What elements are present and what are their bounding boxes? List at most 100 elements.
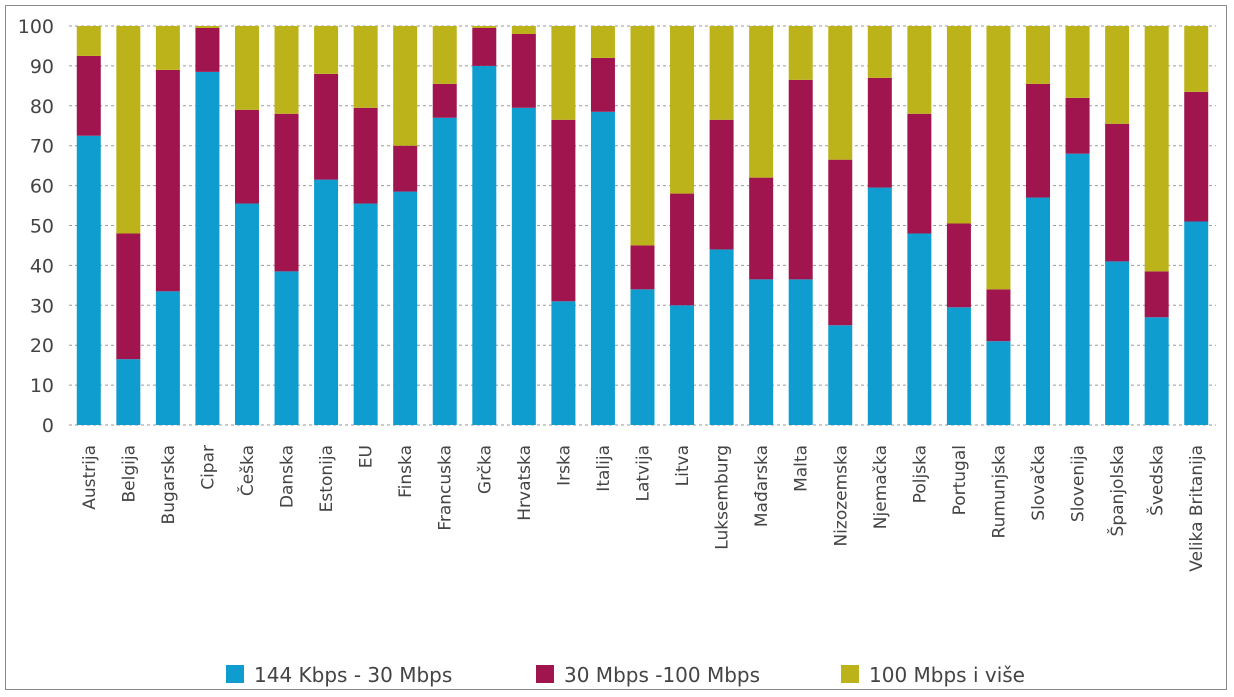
bar-segment (907, 26, 932, 114)
x-tick-label: Irska (554, 445, 574, 486)
bar-segment (314, 73, 339, 180)
y-tick-label: 20 (30, 335, 54, 357)
bar-segment (670, 305, 695, 425)
bar-segment (76, 55, 101, 136)
bar-segment (234, 109, 259, 204)
bar-segment (274, 26, 299, 114)
bar-segment (551, 119, 576, 302)
x-tick-label: Švedska (1146, 445, 1168, 516)
bar-segment (709, 249, 734, 425)
bar-segment (432, 26, 457, 84)
bar-segment (1184, 221, 1209, 425)
x-tick-label: Mađarska (752, 445, 772, 527)
bar-segment (511, 26, 536, 34)
legend-swatch (841, 665, 859, 683)
bar-segment (867, 26, 892, 78)
y-tick-label: 80 (30, 96, 54, 118)
x-tick-label: Njemačka (871, 445, 891, 529)
bars (76, 26, 1209, 426)
bar-segment (195, 71, 220, 425)
bar-segment (867, 77, 892, 188)
x-tick-label: Estonija (317, 445, 337, 512)
x-tick-label: Rumunjska (989, 445, 1009, 538)
bar-segment (670, 26, 695, 194)
bar-segment (314, 179, 339, 425)
y-tick-label: 70 (30, 136, 54, 158)
bar-segment (749, 177, 774, 280)
legend: 144 Kbps - 30 Mbps 30 Mbps -100 Mbps 100 M… (226, 663, 1025, 687)
legend-label: 100 Mbps i više (869, 663, 1025, 687)
bar-segment (828, 325, 853, 425)
x-tick-label: Poljska (910, 445, 930, 503)
x-tick-label: Belgija (119, 445, 139, 503)
x-tick-label: Luksemburg (713, 445, 733, 550)
bar-segment (1026, 197, 1051, 425)
bar-segment (670, 193, 695, 306)
bar-segment (393, 145, 418, 192)
bar-segment (393, 26, 418, 146)
bar-segment (511, 33, 536, 108)
bar-segment (986, 341, 1011, 425)
chart-frame: 0 10 20 30 40 50 60 70 80 90 100 Austrija Belgija Bu… (5, 5, 1227, 690)
x-tick-label: Cipar (198, 445, 218, 490)
bar-segment (155, 69, 180, 292)
bar-segment (986, 26, 1011, 290)
bar-segment (234, 26, 259, 110)
bar-segment (788, 26, 813, 80)
bar-segment (472, 26, 497, 28)
bar-segment (116, 233, 141, 360)
x-tick-label: Finska (396, 445, 416, 498)
bar-segment (551, 26, 576, 120)
bar-segment (867, 187, 892, 425)
x-tick-label: Grčka (475, 445, 495, 494)
bar-segment (393, 191, 418, 425)
bar-segment (986, 289, 1011, 342)
bar-segment (590, 57, 615, 112)
bar-segment (749, 26, 774, 178)
bar-segment (630, 26, 655, 246)
y-tick-label: 100 (18, 16, 54, 38)
x-tick-label: Italija (594, 445, 614, 492)
bar-segment (76, 135, 101, 425)
legend-label: 30 Mbps -100 Mbps (564, 663, 760, 687)
y-axis: 0 10 20 30 40 50 60 70 80 90 100 (18, 16, 54, 437)
bar-segment (946, 307, 971, 425)
bar-segment (432, 83, 457, 118)
x-tick-label: Malta (792, 445, 812, 492)
bar-segment (353, 203, 378, 425)
y-tick-label: 10 (30, 375, 54, 397)
bar-segment (511, 107, 536, 426)
bar-segment (472, 27, 497, 66)
bar-segment (155, 26, 180, 70)
x-tick-label: Litva (673, 445, 693, 486)
bar-segment (709, 26, 734, 120)
bar-segment (1184, 91, 1209, 222)
bar-segment (116, 359, 141, 425)
x-tick-label: Francuska (436, 445, 456, 531)
bar-segment (1105, 123, 1130, 262)
bar-segment (1065, 153, 1090, 425)
bar-segment (1065, 26, 1090, 98)
bar-segment (1105, 26, 1130, 124)
x-tick-label: Nizozemska (831, 445, 851, 547)
bar-segment (551, 301, 576, 425)
x-tick-label: Latvija (634, 445, 654, 501)
bar-segment (353, 26, 378, 108)
bar-segment (907, 233, 932, 425)
bar-segment (195, 27, 220, 72)
y-tick-label: 30 (30, 295, 54, 317)
bar-segment (472, 65, 497, 426)
y-tick-label: 50 (30, 216, 54, 238)
x-tick-label: Slovačka (1029, 445, 1049, 521)
bar-segment (828, 26, 853, 160)
bar-segment (630, 289, 655, 425)
y-tick-label: 90 (30, 56, 54, 78)
bar-segment (274, 113, 299, 272)
stacked-bar-chart: 0 10 20 30 40 50 60 70 80 90 100 Austrija Belgija Bu… (18, 16, 1216, 687)
bar-segment (116, 26, 141, 234)
y-tick-label: 40 (30, 255, 54, 277)
x-tick-label: Bugarska (159, 445, 179, 524)
gridlines (69, 25, 1216, 426)
x-axis: Austrija Belgija Bugarska Cipar Češka Danska E… (80, 445, 1207, 572)
x-tick-label: Austrija (80, 445, 100, 510)
